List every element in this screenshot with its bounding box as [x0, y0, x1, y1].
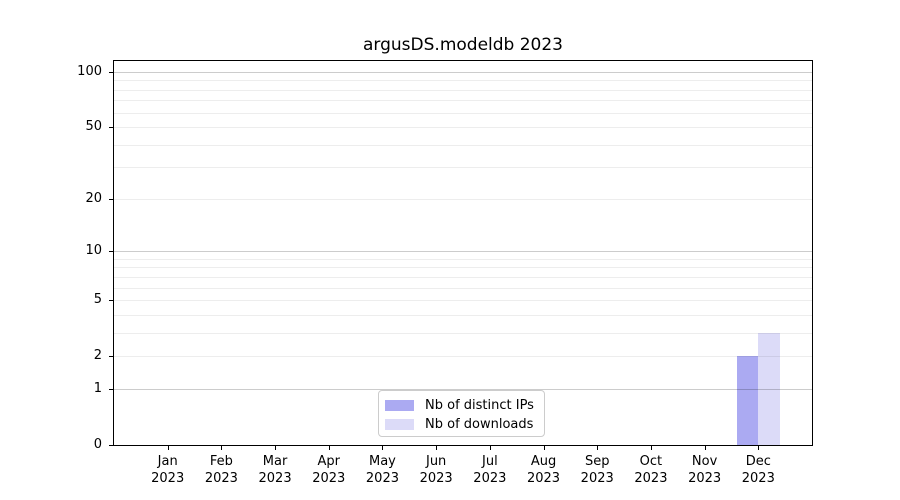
- x-tick-label: Nov 2023: [688, 454, 722, 486]
- gridline-minor: [114, 267, 812, 269]
- bar-downloads: [758, 332, 780, 445]
- gridline-minor: [114, 314, 812, 316]
- gridline-minor: [114, 112, 812, 114]
- x-tick-label: Dec 2023: [741, 454, 775, 486]
- y-tick-label: 20: [85, 190, 102, 206]
- x-tick-label: Sep 2023: [580, 454, 614, 486]
- y-tick-label: 2: [93, 348, 102, 364]
- y-tick-label: 1: [93, 380, 102, 396]
- legend-entry-downloads: Nb of downloads: [385, 415, 536, 434]
- x-tick-label: Jan 2023: [151, 454, 185, 486]
- y-tick: [109, 356, 113, 358]
- gridline-minor: [114, 127, 812, 129]
- gridline-minor: [114, 198, 812, 200]
- x-tick-label: Apr 2023: [312, 454, 346, 486]
- y-tick-label: 5: [93, 292, 102, 308]
- gridline-minor: [114, 287, 812, 289]
- x-tick: [489, 446, 491, 450]
- gridline-minor: [114, 167, 812, 169]
- x-tick-label: Feb 2023: [204, 454, 238, 486]
- gridline-minor: [114, 300, 812, 302]
- y-tick: [109, 300, 113, 302]
- y-tick-label: 100: [77, 63, 102, 79]
- gridline-minor: [114, 80, 812, 82]
- gridline-minor: [114, 356, 812, 358]
- x-tick: [221, 446, 223, 450]
- gridline-minor: [114, 276, 812, 278]
- legend-label-distinct-ips: Nb of distinct IPs: [425, 397, 534, 413]
- y-tick: [109, 251, 113, 253]
- gridline-minor: [114, 100, 812, 102]
- legend-entry-distinct-ips: Nb of distinct IPs: [385, 396, 536, 415]
- x-tick: [436, 446, 438, 450]
- gridline-major: [114, 251, 812, 253]
- gridline-minor: [114, 332, 812, 334]
- y-tick-label: 50: [85, 119, 102, 135]
- x-tick-label: Mar 2023: [258, 454, 292, 486]
- legend-swatch-distinct-ips: [385, 400, 414, 411]
- y-tick-label: 10: [85, 243, 102, 259]
- legend-label-downloads: Nb of downloads: [425, 416, 534, 432]
- x-tick: [543, 446, 545, 450]
- y-tick: [109, 71, 113, 73]
- x-tick-label: Jun 2023: [419, 454, 453, 486]
- bar-distinct-ips: [736, 356, 759, 445]
- x-tick-label: May 2023: [365, 454, 399, 486]
- gridline-minor: [114, 89, 812, 91]
- x-tick: [275, 446, 277, 450]
- y-tick-label: 0: [93, 437, 102, 452]
- gridline-major: [114, 71, 812, 73]
- legend: Nb of distinct IPs Nb of downloads: [378, 390, 545, 437]
- x-tick-label: Oct 2023: [634, 454, 668, 486]
- y-tick: [109, 445, 113, 446]
- x-tick: [167, 446, 169, 450]
- plot-area: [113, 60, 813, 446]
- y-tick: [109, 198, 113, 200]
- gridline-minor: [114, 258, 812, 260]
- x-tick: [597, 446, 599, 450]
- chart-title: argusDS.modeldb 2023: [363, 35, 563, 55]
- x-tick-label: Jul 2023: [473, 454, 507, 486]
- x-tick-label: Aug 2023: [526, 454, 561, 486]
- y-tick: [109, 127, 113, 129]
- x-tick: [704, 446, 706, 450]
- legend-swatch-downloads: [385, 419, 414, 430]
- gridline-minor: [114, 144, 812, 146]
- x-tick: [328, 446, 330, 450]
- x-tick: [650, 446, 652, 450]
- x-tick: [758, 446, 760, 450]
- y-tick: [109, 388, 113, 390]
- x-tick: [382, 446, 384, 450]
